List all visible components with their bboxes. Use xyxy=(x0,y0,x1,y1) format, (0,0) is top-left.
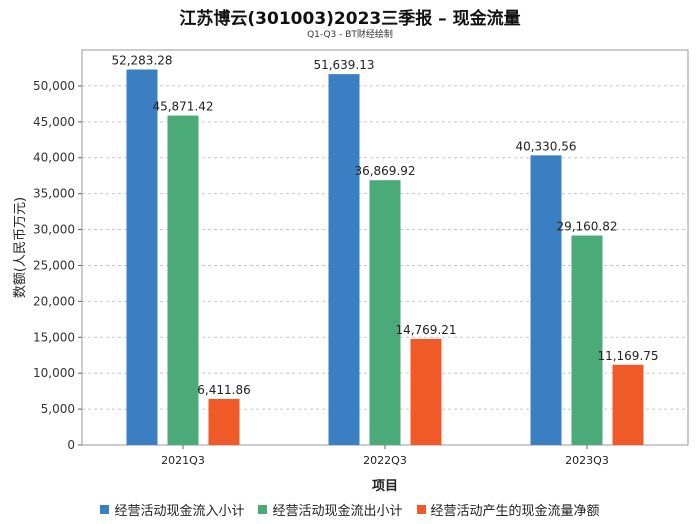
y-tick-label: 15,000 xyxy=(33,330,75,344)
y-tick-label: 20,000 xyxy=(33,294,75,308)
data-label: 52,283.28 xyxy=(111,54,172,68)
bar xyxy=(328,74,360,446)
chart-subtitle: Q1-Q3 - BT财经绘制 xyxy=(307,30,393,40)
data-label: 14,769.21 xyxy=(395,323,456,337)
x-tick-label: 2022Q3 xyxy=(363,454,407,467)
x-tick-label: 2023Q3 xyxy=(565,454,609,467)
bar xyxy=(530,155,562,445)
y-tick-label: 50,000 xyxy=(33,79,75,93)
data-label: 45,871.42 xyxy=(152,100,213,114)
legend-swatch xyxy=(258,505,268,514)
y-tick-label: 30,000 xyxy=(33,223,75,237)
bar xyxy=(571,235,603,445)
y-tick-label: 40,000 xyxy=(33,151,75,165)
data-label: 29,160.82 xyxy=(556,220,617,234)
y-tick-label: 10,000 xyxy=(33,366,75,380)
bar-chart: 0 5,000 10,000 15,000 20,000 25,000 30,000 35,0… xyxy=(13,49,689,494)
legend-label: 经营活动现金流出小计 xyxy=(272,504,403,519)
y-tick-label: 45,000 xyxy=(33,115,75,129)
chart-legend: 经营活动现金流入小计 经营活动现金流出小计 经营活动产生的现金流量净额 xyxy=(0,500,700,519)
y-tick-label: 35,000 xyxy=(33,187,75,201)
bar xyxy=(410,338,442,445)
data-label: 51,639.13 xyxy=(313,58,374,72)
chart-title: 江苏博云(301003)2023三季报 – 现金流量 xyxy=(179,9,521,29)
bar xyxy=(126,69,158,445)
data-label: 40,330.56 xyxy=(515,139,576,153)
legend-item[interactable]: 经营活动产生的现金流量净额 xyxy=(416,500,600,519)
y-tick-label: 5,000 xyxy=(41,402,75,416)
legend-label: 经营活动产生的现金流量净额 xyxy=(430,504,600,519)
y-tick-label: 25,000 xyxy=(33,258,75,272)
legend-swatch xyxy=(100,505,110,514)
legend-label: 经营活动现金流入小计 xyxy=(114,504,245,519)
legend-item[interactable]: 经营活动现金流出小计 xyxy=(258,500,403,519)
legend-item[interactable]: 经营活动现金流入小计 xyxy=(100,500,244,519)
bar xyxy=(612,364,644,445)
x-tick-label: 2021Q3 xyxy=(161,454,205,467)
y-tick-label: 0 xyxy=(67,438,75,452)
data-label: 6,411.86 xyxy=(197,383,250,397)
bar xyxy=(369,180,401,445)
legend-swatch xyxy=(416,505,426,514)
x-axis-label: 项目 xyxy=(372,479,398,494)
bar xyxy=(167,115,199,445)
bar xyxy=(208,398,240,445)
data-label: 36,869.92 xyxy=(354,164,415,178)
data-label: 11,169.75 xyxy=(597,349,658,363)
y-axis-label: 数额(人民币万元) xyxy=(13,197,28,298)
